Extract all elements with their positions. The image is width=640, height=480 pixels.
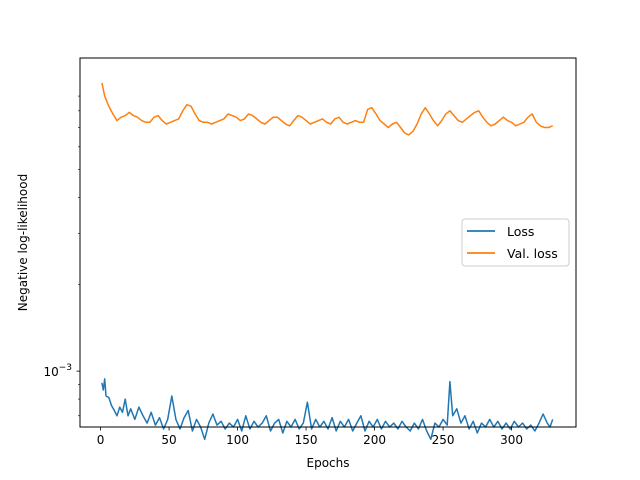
legend-label-val-loss: Val. loss bbox=[507, 246, 558, 261]
series-line-val-loss bbox=[101, 82, 553, 136]
legend: Loss Val. loss bbox=[461, 218, 570, 267]
y-axis-label: Negative log-likelihood bbox=[16, 174, 30, 311]
y-major-tick-label-0: 10−3 bbox=[43, 363, 72, 379]
x-tick-label-200: 200 bbox=[363, 433, 386, 447]
x-tick-label-0: 0 bbox=[97, 433, 105, 447]
x-tick-label-300: 300 bbox=[500, 433, 523, 447]
ticks-layer: 0 50 100 150 200 250 300 10−3 bbox=[43, 95, 523, 447]
x-axis-label: Epochs bbox=[307, 456, 350, 470]
x-tick-label-50: 50 bbox=[161, 433, 176, 447]
x-tick-label-100: 100 bbox=[226, 433, 249, 447]
x-tick-label-150: 150 bbox=[295, 433, 318, 447]
legend-label-loss: Loss bbox=[507, 224, 534, 239]
plot-frame bbox=[79, 57, 577, 428]
x-tick-label-250: 250 bbox=[432, 433, 455, 447]
